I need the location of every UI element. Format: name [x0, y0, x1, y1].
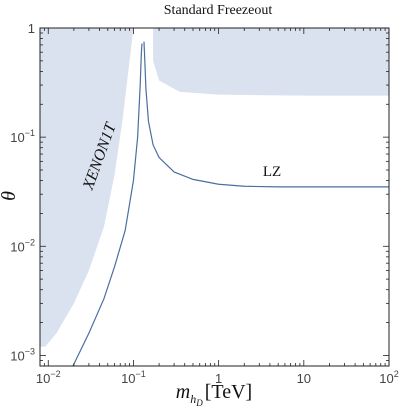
x-tick-label: 10−1: [121, 369, 146, 386]
y-axis-label: θ: [0, 191, 20, 201]
x-axis-label-symbol: m: [176, 381, 190, 403]
y-tick-label: 10−3: [10, 346, 35, 363]
upper-right-excluded-region: [153, 28, 389, 96]
x-tick-label: 1: [215, 371, 222, 386]
x-tick-label: 102: [379, 369, 398, 386]
plot-area: 10−2 10−1 1 10 102 110−110−210−3: [10, 21, 398, 386]
x-tick-label: 10−2: [36, 369, 61, 386]
y-tick-label: 10−1: [10, 128, 35, 145]
x-ticks: 10−2 10−1 1 10 102: [36, 28, 399, 386]
x-axis-label-unit: [TeV]: [205, 381, 252, 403]
y-tick-label: 1: [28, 21, 35, 36]
lz-label: LZ: [263, 164, 281, 180]
xenon1t-excluded-region: [40, 28, 134, 347]
x-tick-label: 10: [297, 371, 311, 386]
x-axis-label-sub2: D: [195, 398, 203, 408]
chart-title: Standard Freezeout: [164, 3, 273, 18]
lz-curve-right-branch: [143, 41, 389, 188]
y-tick-label: 10−2: [10, 237, 35, 254]
y-ticks: 1 10−1 10−2 10−3: [10, 21, 389, 367]
x-axis-label-sub1: h: [190, 392, 196, 406]
lz-curve-left-branch: [72, 43, 143, 367]
x-axis-label: mhD [TeV]: [176, 381, 252, 408]
